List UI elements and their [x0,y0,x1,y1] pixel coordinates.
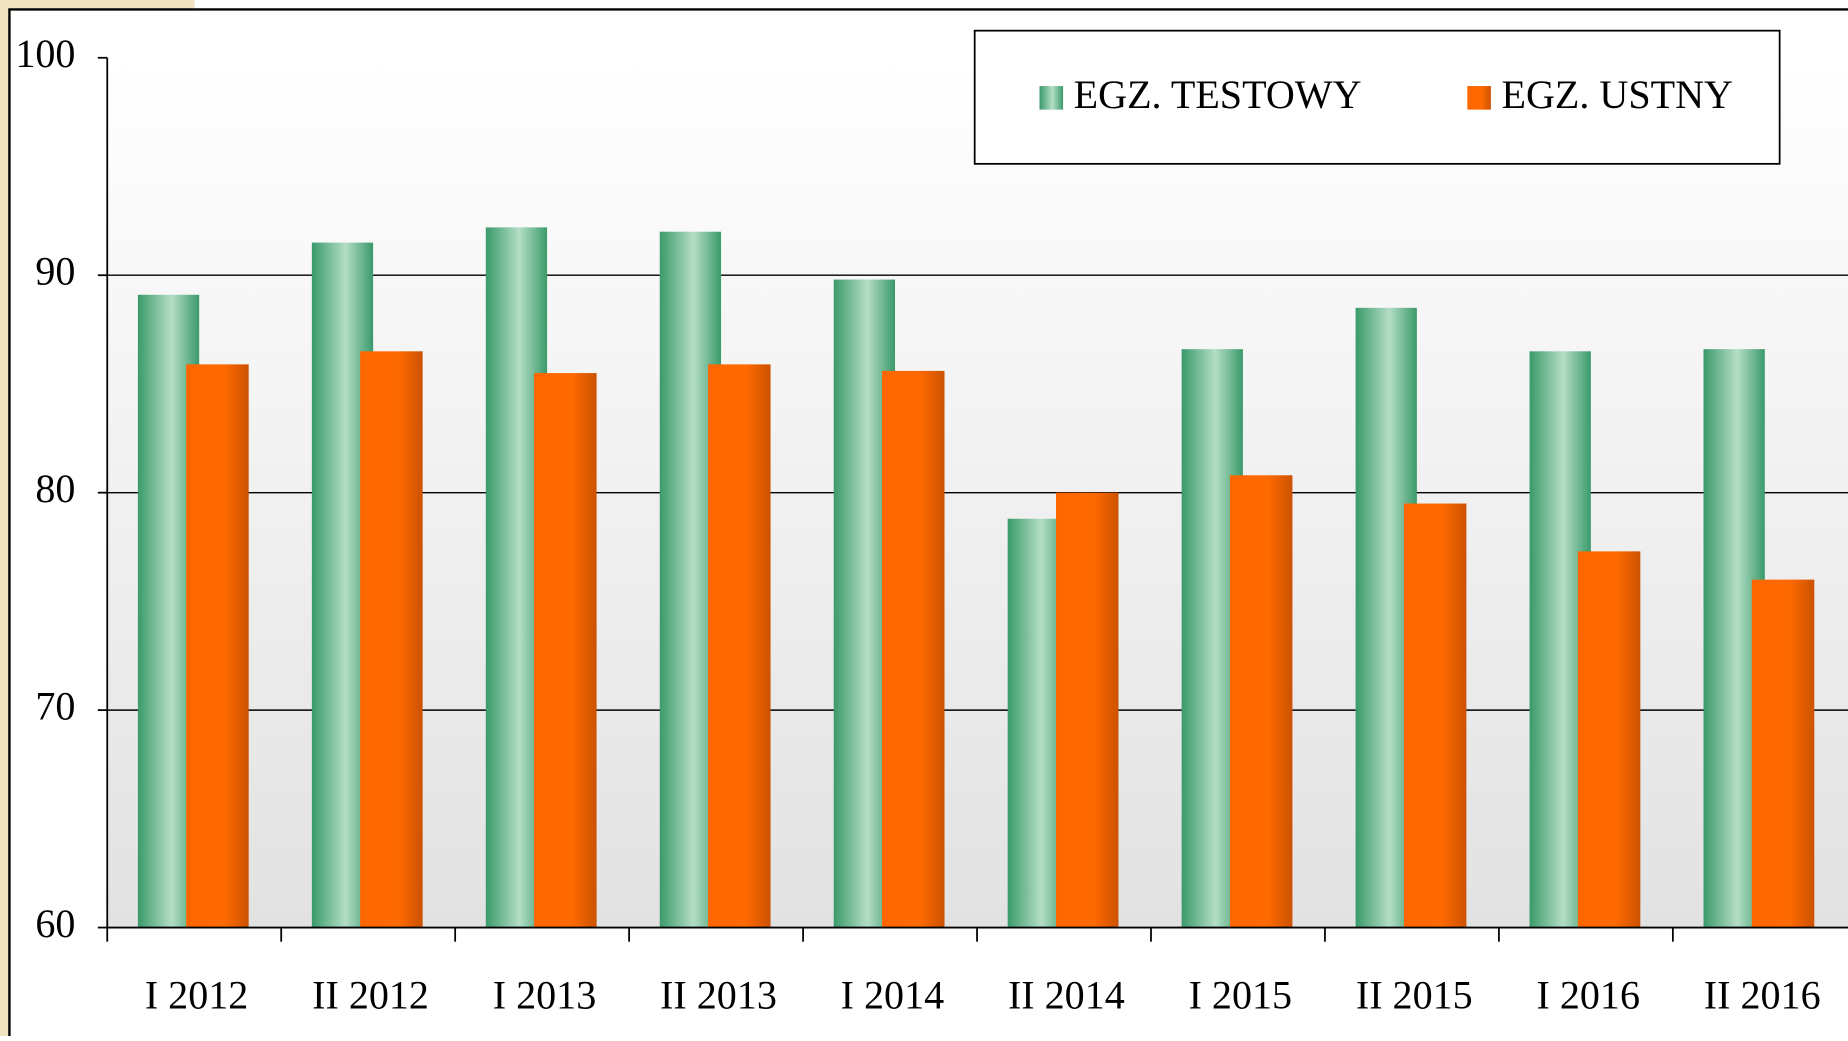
x-tick-label: II 2015 [1356,973,1473,1018]
x-tick-label: I 2015 [1189,973,1292,1018]
bar [1229,475,1293,928]
x-tick-label: II 2013 [660,973,777,1018]
bar [534,373,597,928]
bar [1751,579,1815,928]
y-tick-label: 100 [15,31,75,76]
legend-swatch [1467,86,1491,110]
x-tick-label: I 2014 [841,973,944,1018]
y-tick-label: 90 [35,248,75,293]
bar [186,364,249,928]
frame-edge [0,0,195,10]
x-tick-label: II 2012 [312,973,429,1018]
x-tick-label: I 2013 [493,973,596,1018]
bar [882,370,945,928]
x-tick-label: II 2014 [1008,973,1125,1018]
y-tick-label: 70 [35,683,75,728]
y-tick-label: 80 [35,466,75,511]
legend: EGZ. TESTOWY EGZ. USTNY [973,29,1781,165]
bar [1056,492,1119,928]
legend-box [973,29,1781,165]
frame-edge [0,0,10,1036]
bar [1403,503,1467,928]
bar [708,364,771,928]
x-tick-label: I 2012 [145,973,248,1018]
legend-label: EGZ. TESTOWY [1074,72,1362,117]
legend-label: EGZ. USTNY [1502,72,1733,117]
x-tick-label: I 2016 [1537,973,1640,1018]
bar [1577,551,1641,928]
legend-swatch [1039,86,1064,110]
bar [360,351,423,928]
x-tick-label: II 2016 [1704,973,1821,1018]
y-tick-label: 60 [35,901,75,946]
